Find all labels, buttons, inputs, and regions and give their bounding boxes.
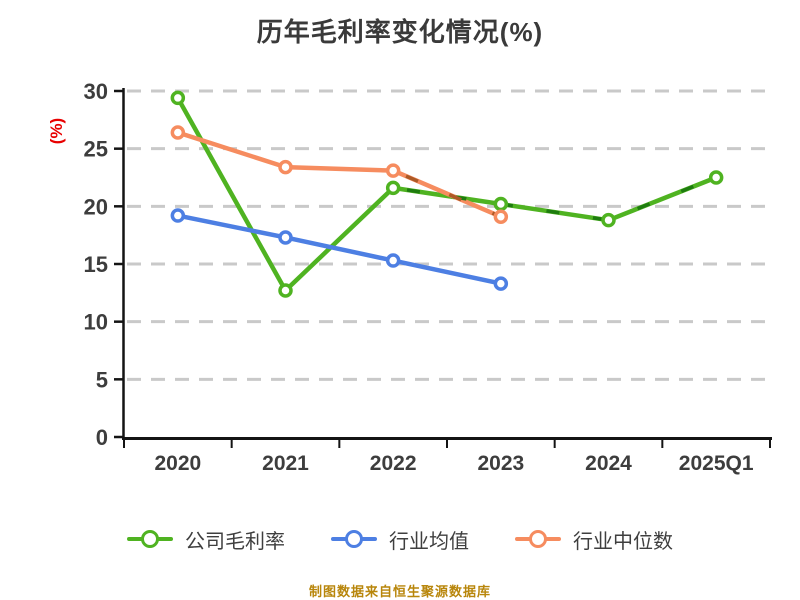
data-point-marker-0-2024: [601, 212, 616, 228]
y-axis-unit-label: (%): [47, 118, 66, 144]
x-tick-label: 2025Q1: [679, 452, 754, 475]
data-point-marker-0-2023: [493, 196, 509, 212]
y-tick-label: 0: [96, 425, 108, 450]
series-line-2: [175, 130, 504, 219]
series-line-1: [175, 213, 504, 286]
data-source-note: 制图数据来自恒生聚源数据库: [308, 584, 491, 599]
data-point-marker-0-2020: [170, 90, 186, 106]
y-tick-label: 15: [84, 252, 108, 277]
y-tick-label: 30: [84, 79, 108, 104]
x-tick-label: 2023: [477, 452, 524, 475]
legend-marker-icon: [515, 530, 561, 548]
legend-item-2: 行业中位数: [515, 525, 673, 554]
data-point-marker-2-2023: [493, 209, 509, 224]
legend-item-0: 公司毛利率: [127, 525, 285, 554]
data-point-marker-1-2023: [493, 276, 509, 291]
series-dashed-overlay-0: [392, 175, 717, 222]
x-tick-label: 2020: [154, 452, 201, 475]
x-tick-label: 2024: [585, 452, 632, 475]
series-dashed-overlay-2: [392, 168, 502, 219]
data-point-marker-2-2022: [385, 163, 401, 178]
data-point-marker-1-2022: [385, 253, 401, 268]
y-tick-label: 5: [96, 367, 108, 392]
legend-label: 行业中位数: [573, 530, 673, 553]
y-tick-label: 25: [84, 137, 108, 162]
data-point-marker-1-2021: [278, 230, 293, 245]
legend-label: 公司毛利率: [185, 530, 285, 553]
data-point-marker-0-2025Q1: [708, 170, 724, 185]
y-tick-label: 10: [84, 310, 108, 335]
x-tick-label: 2021: [262, 452, 309, 475]
legend-marker-icon: [331, 530, 377, 548]
legend-marker-icon: [127, 530, 173, 548]
legend-item-1: 行业均值: [331, 525, 469, 554]
legend-label: 行业均值: [389, 530, 469, 553]
data-point-marker-2-2021: [278, 159, 293, 175]
data-point-marker-0-2022: [385, 180, 401, 196]
legend: 公司毛利率 行业均值 行业中位数: [0, 521, 800, 557]
chart-title: 历年毛利率变化情况(%): [256, 17, 544, 47]
x-tick-label: 2022: [370, 452, 417, 475]
y-tick-label: 20: [84, 194, 108, 219]
data-point-marker-1-2020: [170, 208, 186, 223]
data-point-marker-0-2021: [278, 283, 293, 298]
data-point-marker-2-2020: [170, 125, 186, 140]
